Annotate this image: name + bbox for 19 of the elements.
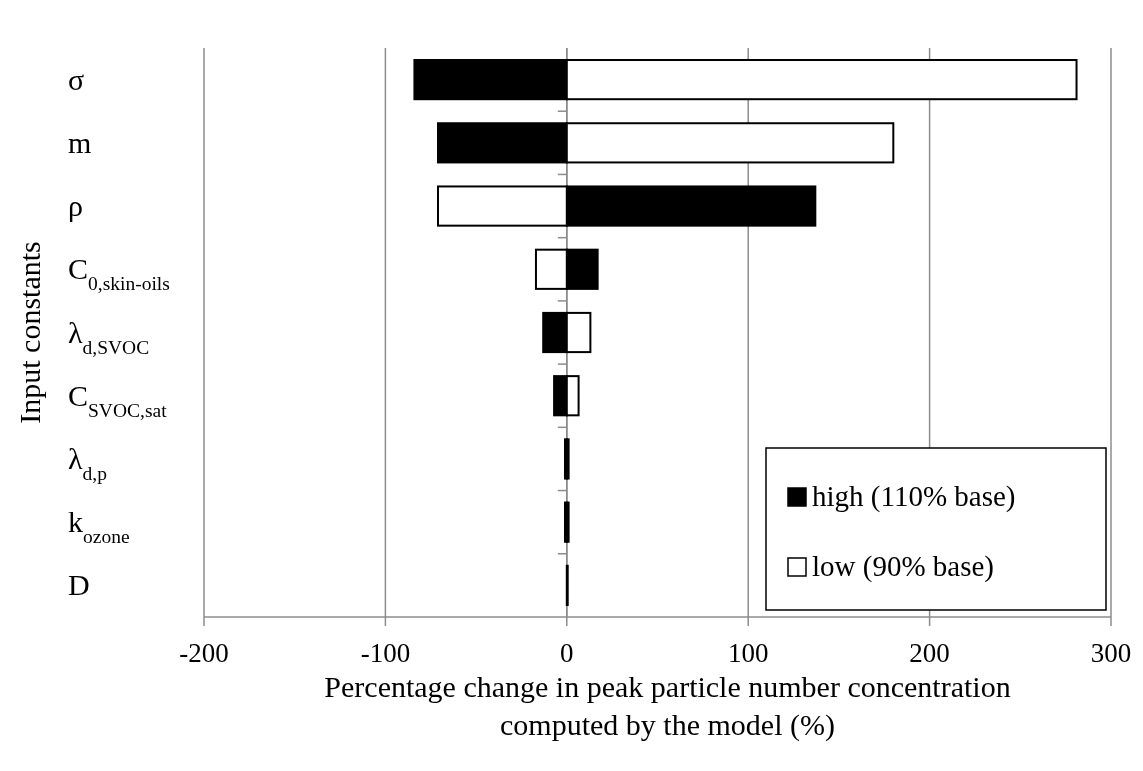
x-tick-label: -100 <box>360 638 411 668</box>
legend-label: low (90% base) <box>812 550 995 583</box>
y-tick-label: σ <box>68 62 85 96</box>
y-tick-label: C$_{SVOC,sat}$ <box>68 378 168 421</box>
y-tick-label: C$_{0,skin-oils}$ <box>68 252 170 294</box>
y-tick-label: m <box>68 125 92 159</box>
y-tick-label: k$_{ozone}$ <box>68 505 130 547</box>
x-tick-label: 0 <box>560 638 574 668</box>
y-axis-title: Input constants <box>13 241 46 424</box>
x-tick-label: -200 <box>179 638 229 668</box>
legend-label: high (110% base) <box>812 480 1016 513</box>
x-tick-label: 100 <box>727 638 769 668</box>
y-tick-label: D <box>68 568 90 602</box>
y-tick-label: λ$_{d,SVOC}$ <box>68 315 150 357</box>
x-axis-title: Percentage change in peak particle number concentration computed by the model (%) <box>324 670 1011 742</box>
y-tick-label: λ$_{d,p}$ <box>68 441 107 484</box>
x-tick-label: 300 <box>1090 638 1132 668</box>
y-tick-label: ρ <box>68 189 83 223</box>
x-tick-label: 200 <box>909 638 950 668</box>
